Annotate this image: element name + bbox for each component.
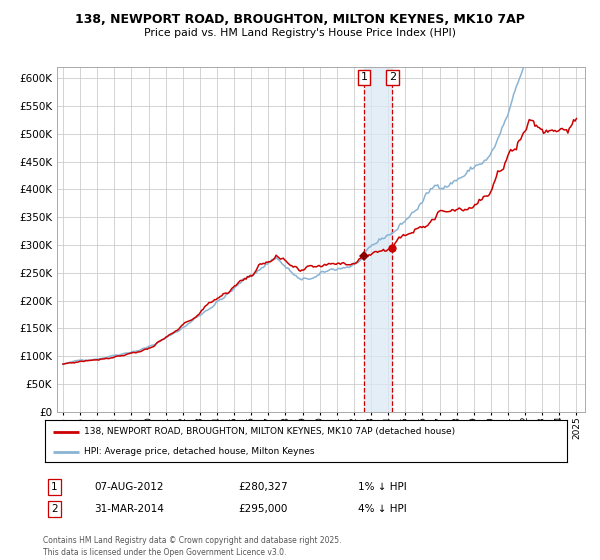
- Bar: [364, 67, 392, 412]
- Text: 2: 2: [51, 504, 58, 514]
- Text: 31-MAR-2014: 31-MAR-2014: [95, 504, 164, 514]
- Text: 1% ↓ HPI: 1% ↓ HPI: [358, 482, 407, 492]
- Text: £295,000: £295,000: [238, 504, 287, 514]
- Text: 1: 1: [361, 72, 368, 82]
- Text: 2: 2: [389, 72, 396, 82]
- Text: HPI: Average price, detached house, Milton Keynes: HPI: Average price, detached house, Milt…: [84, 447, 314, 456]
- Text: Contains HM Land Registry data © Crown copyright and database right 2025.
This d: Contains HM Land Registry data © Crown c…: [43, 536, 342, 557]
- Text: Price paid vs. HM Land Registry's House Price Index (HPI): Price paid vs. HM Land Registry's House …: [144, 28, 456, 38]
- Text: 07-AUG-2012: 07-AUG-2012: [95, 482, 164, 492]
- Text: 4% ↓ HPI: 4% ↓ HPI: [358, 504, 407, 514]
- Text: £280,327: £280,327: [238, 482, 288, 492]
- Text: 1: 1: [51, 482, 58, 492]
- Text: 138, NEWPORT ROAD, BROUGHTON, MILTON KEYNES, MK10 7AP (detached house): 138, NEWPORT ROAD, BROUGHTON, MILTON KEY…: [84, 427, 455, 436]
- Text: 138, NEWPORT ROAD, BROUGHTON, MILTON KEYNES, MK10 7AP: 138, NEWPORT ROAD, BROUGHTON, MILTON KEY…: [75, 13, 525, 26]
